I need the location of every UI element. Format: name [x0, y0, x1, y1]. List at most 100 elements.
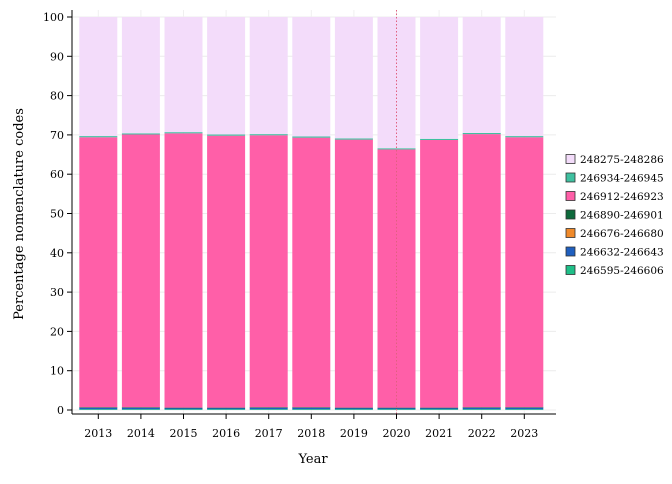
bar-segment: [334, 407, 373, 409]
bar-segment: [249, 135, 288, 408]
x-tick-label: 2013: [84, 427, 112, 440]
bar-segment: [377, 148, 416, 150]
y-tick-label: 70: [50, 129, 64, 142]
bar-stack-2016: [207, 17, 246, 410]
bar-stack-2014: [121, 17, 160, 410]
bar-stack-2017: [249, 17, 288, 410]
bar-segment: [420, 409, 459, 410]
bar-segment: [420, 138, 459, 141]
bar-segment: [121, 134, 160, 408]
legend-item: 246676-246680: [565, 228, 664, 240]
legend: 248275-248286 246934-246945 246912-246923 2…: [565, 154, 664, 277]
legend-item: 246632-246643: [565, 246, 664, 259]
y-tick-label: 90: [50, 50, 64, 63]
bar-segment: [334, 139, 373, 408]
legend-label: 246676-246680: [580, 228, 664, 240]
bar-segment: [292, 409, 331, 410]
legend-item: 248275-248286: [565, 154, 664, 166]
y-tick-label: 100: [43, 11, 64, 24]
bar-segment: [377, 408, 416, 410]
bar-segment: [207, 408, 246, 410]
bar-segment: [164, 133, 203, 408]
bar-segment: [462, 17, 501, 133]
bar-segment: [420, 17, 459, 139]
legend-swatch: [565, 154, 576, 164]
bar-segment: [207, 134, 246, 136]
bar-segment: [505, 136, 544, 138]
bar-segment: [420, 140, 459, 408]
bar-segment: [462, 409, 501, 410]
bar-segment: [505, 17, 544, 137]
y-tick-label: 20: [50, 325, 64, 338]
bar-segment: [377, 17, 416, 149]
bar-segment: [377, 149, 416, 408]
bar-segment: [207, 407, 246, 409]
bar-segment: [79, 17, 118, 137]
bar-segment: [164, 132, 203, 134]
y-tick-label: 60: [50, 168, 64, 181]
bar-segment: [420, 407, 459, 409]
legend-swatch: [565, 172, 576, 183]
bar-segment: [505, 407, 544, 408]
legend-label: 246890-246901: [580, 210, 664, 222]
bar-segment: [121, 407, 160, 408]
x-tick-label: 2014: [127, 427, 155, 440]
x-tick-label: 2018: [297, 427, 325, 440]
bar-segment: [164, 409, 203, 410]
x-tick-label: 2023: [510, 427, 538, 440]
y-tick-label: 0: [57, 404, 64, 417]
bar-segment: [207, 135, 246, 408]
bar-segment: [462, 132, 501, 135]
y-tick-label: 80: [50, 90, 64, 103]
bar-stack-2023: [505, 17, 544, 410]
bar-segment: [121, 17, 160, 134]
legend-label: 248275-248286: [580, 154, 664, 166]
bar-stack-2019: [334, 17, 373, 410]
bar-segment: [164, 408, 203, 410]
legend-item: 246595-246606: [565, 265, 664, 277]
legend-label: 246934-246945: [580, 173, 664, 185]
bar-stack-2022: [462, 17, 501, 410]
bar-segment: [207, 17, 246, 135]
bar-segment: [121, 407, 160, 410]
y-tick-label: 10: [50, 365, 64, 378]
bar-segment: [249, 134, 288, 136]
bar-segment: [505, 409, 544, 410]
bar-segment: [292, 407, 331, 410]
legend-swatch: [565, 209, 576, 220]
x-tick-label: 2016: [212, 427, 240, 440]
bar-segment: [292, 17, 331, 137]
bar-stack-2021: [420, 17, 459, 410]
x-tick-label: 2021: [425, 427, 453, 440]
bar-segment: [462, 407, 501, 410]
bar-segment: [505, 407, 544, 410]
y-tick-label: 50: [50, 208, 64, 221]
bar-segment: [292, 137, 331, 408]
legend-swatch: [565, 228, 576, 238]
bar-segment: [207, 409, 246, 410]
bar-segment: [121, 409, 160, 410]
x-axis-title: Year: [297, 452, 328, 467]
x-tick-label: 2019: [340, 427, 368, 440]
legend-swatch: [565, 246, 576, 257]
bar-segment: [164, 17, 203, 133]
bar-segment: [334, 138, 373, 140]
bar-segment: [79, 409, 118, 410]
x-tick-label: 2020: [383, 427, 411, 440]
bar-segment: [79, 407, 118, 410]
bar-segment: [121, 133, 160, 135]
bar-segment: [249, 17, 288, 135]
bars: [79, 17, 544, 410]
legend-swatch: [565, 191, 576, 201]
legend-label: 246632-246643: [580, 247, 664, 259]
bar-segment: [505, 137, 544, 408]
bar-segment: [334, 409, 373, 410]
legend-label: 246595-246606: [580, 265, 664, 277]
legend-item: 246912-246923: [565, 191, 664, 203]
legend-label: 246912-246923: [580, 191, 664, 203]
bar-stack-2015: [164, 17, 203, 410]
bar-stack-2018: [292, 17, 331, 410]
x-tick-label: 2022: [468, 427, 496, 440]
legend-item: 246934-246945: [565, 172, 664, 185]
